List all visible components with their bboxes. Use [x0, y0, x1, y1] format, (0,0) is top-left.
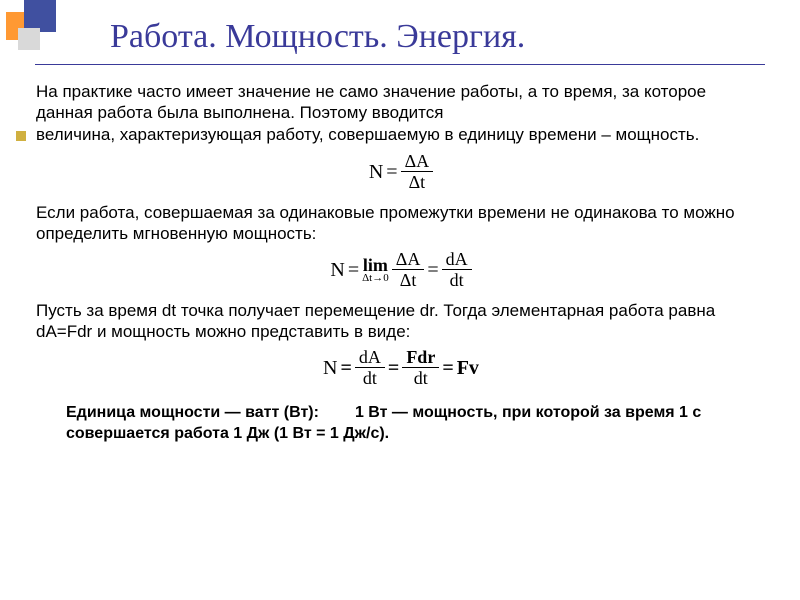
f3-frac1: dA dt [355, 348, 385, 389]
f3-rhs: Fv [457, 356, 479, 380]
units-line: Единица мощности — ватт (Вт):1 Вт — мощн… [36, 403, 766, 445]
definition-text: величина, характеризующая работу, соверш… [36, 125, 699, 146]
title-underline [35, 64, 765, 65]
equals-sign: = [427, 258, 438, 282]
f2-frac2: dA dt [442, 250, 472, 291]
f3-den1: dt [355, 368, 385, 389]
f2-num2: dA [442, 250, 472, 270]
f3-frac2: Fdr dt [402, 348, 439, 389]
slide-content: На практике часто имеет значение не само… [36, 82, 766, 444]
formula-power-avg: N = ΔA Δt [36, 152, 766, 193]
f2-num1: ΔA [392, 250, 425, 270]
equals-sign: = [386, 160, 397, 184]
equals-sign: = [341, 356, 352, 380]
equals-sign: = [348, 258, 359, 282]
f2-lhs: N [330, 258, 344, 282]
f1-fraction: ΔA Δt [401, 152, 434, 193]
unit-label: Единица мощности — ватт (Вт): [66, 404, 319, 421]
f3-den2: dt [402, 368, 439, 389]
f1-num: ΔA [401, 152, 434, 172]
formula-power-fv: N = dA dt = Fdr dt = Fv [36, 348, 766, 389]
f2-frac1: ΔA Δt [392, 250, 425, 291]
paragraph-derive: Пусть за время dt точка получает перемещ… [36, 301, 766, 342]
f3-num1: dA [355, 348, 385, 368]
paragraph-definition: величина, характеризующая работу, соверш… [36, 125, 766, 146]
f2-den2: dt [442, 270, 472, 291]
page-title: Работа. Мощность. Энергия. [110, 18, 525, 56]
f1-den: Δt [401, 172, 434, 193]
limit: lim Δt→0 [362, 257, 389, 284]
paragraph-instant: Если работа, совершаемая за одинаковые п… [36, 203, 766, 244]
f1-lhs: N [369, 160, 383, 184]
corner-decoration [0, 0, 70, 70]
f3-num2: Fdr [402, 348, 439, 368]
f3-lhs: N [323, 356, 337, 380]
equals-sign: = [388, 356, 399, 380]
formula-power-instant: N = lim Δt→0 ΔA Δt = dA dt [36, 250, 766, 291]
bullet-icon [16, 131, 26, 141]
lim-subscript: Δt→0 [362, 273, 389, 283]
f2-den1: Δt [392, 270, 425, 291]
paragraph-intro: На практике часто имеет значение не само… [36, 82, 766, 123]
equals-sign: = [442, 356, 453, 380]
